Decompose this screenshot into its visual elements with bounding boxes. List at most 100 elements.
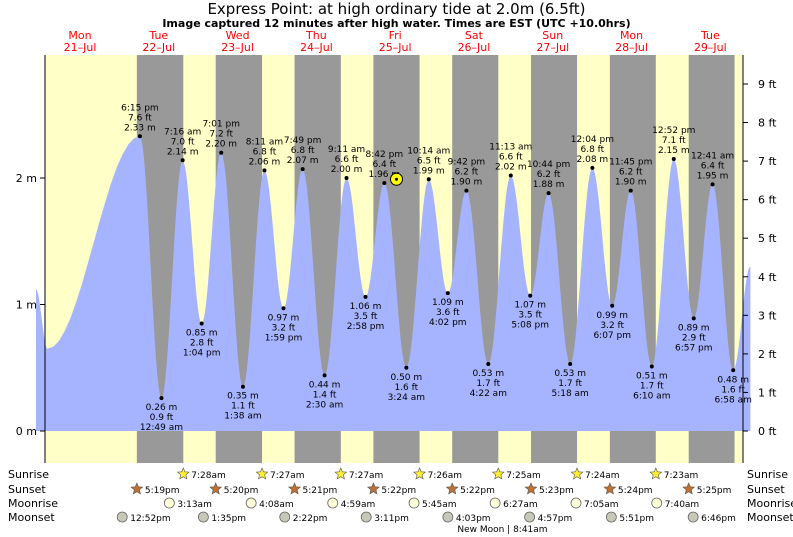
tide-point [219, 150, 224, 155]
sunrise-icon [649, 467, 663, 480]
moonset-time: 12:52pm [130, 514, 170, 524]
tide-label: 7:01 pm [202, 120, 240, 130]
left-tick-label: 1 m [16, 299, 37, 312]
tide-point [528, 293, 533, 298]
sunrise-icon [255, 467, 269, 480]
moonrise-time: 3:13am [177, 500, 212, 510]
sunset-icon [130, 482, 144, 495]
moonrise-row-label-right: Moonrise [747, 497, 793, 510]
tide-label: 1.4 ft [313, 390, 337, 400]
tide-label: 1.7 ft [640, 381, 664, 391]
moonset-time: 3:11pm [374, 514, 409, 524]
moonset-time: 6:46pm [701, 514, 736, 524]
tide-label: 6.8 ft [581, 145, 605, 155]
day-date-label: 26–Jul [458, 41, 491, 54]
tide-label: 0.44 m [309, 380, 341, 390]
day-name-label: Fri [389, 29, 402, 42]
moonrise-time: 7:40am [665, 500, 700, 510]
tide-label: 6.6 ft [335, 155, 359, 165]
day-date-label: 22–Jul [142, 41, 175, 54]
moonset-time: 2:22pm [293, 514, 328, 524]
chart-title: Express Point: at high ordinary tide at … [207, 0, 586, 18]
moonrise-row-label-left: Moonrise [8, 497, 58, 510]
tide-point [508, 173, 513, 178]
tide-label: 1.96 m [368, 170, 400, 180]
tide-label: 6.2 ft [537, 170, 561, 180]
sunrise-time: 7:24am [585, 471, 620, 481]
moonset-moon-icon [442, 511, 454, 523]
tide-label: 0.53 m [554, 369, 586, 379]
tide-point [671, 157, 676, 162]
tide-label: 3.2 ft [272, 323, 296, 333]
tide-point [464, 188, 469, 193]
right-tick-label: 2 ft [758, 348, 777, 361]
tide-label: 2.8 ft [190, 338, 214, 348]
tide-label: 1:59 pm [265, 333, 303, 343]
sunrise-row-label-right: Sunrise [747, 468, 788, 481]
tide-point [731, 368, 736, 373]
tide-label: 11:45 pm [609, 158, 652, 168]
day-name-label: Sun [542, 29, 563, 42]
tide-point [344, 176, 349, 180]
sunrise-icon [570, 467, 584, 480]
sunset-icon [603, 482, 617, 495]
tide-point [590, 165, 595, 170]
left-tick-label: 2 m [16, 172, 37, 185]
tide-label: 0.26 m [146, 403, 178, 413]
tide-label: 1.90 m [451, 178, 483, 188]
day-date-label: 29–Jul [694, 41, 727, 54]
moonrise-moon-icon [245, 497, 257, 509]
day-name-label: Wed [226, 29, 250, 42]
tide-label: 6.2 ft [455, 168, 479, 178]
sunset-time: 5:22pm [381, 486, 416, 496]
moonrise-time: 6:27am [503, 500, 538, 510]
sunset-icon [682, 482, 696, 495]
moonset-moon-icon [197, 511, 209, 523]
tide-label: 7.0 ft [171, 137, 195, 147]
tide-label: 12:04 pm [571, 135, 614, 145]
sunset-time: 5:23pm [539, 486, 574, 496]
tide-label: 10:14 am [407, 146, 450, 156]
tide-label: 12:52 pm [652, 126, 695, 136]
moonset-time: 5:51pm [619, 514, 654, 524]
day-date-label: 27–Jul [536, 41, 569, 54]
tide-label: 2.00 m [331, 165, 363, 175]
tide-point [240, 384, 245, 389]
day-date-label: 21–Jul [64, 41, 97, 54]
tide-label: 5:18 am [551, 389, 588, 399]
moonrise-moon-icon [327, 497, 339, 509]
tide-label: 0.89 m [678, 323, 710, 333]
tide-label: 0.97 m [268, 313, 300, 323]
tide-label: 2.07 m [287, 156, 319, 166]
tide-point [363, 294, 368, 299]
tide-label: 1.99 m [413, 166, 445, 176]
sunrise-time: 7:28am [191, 471, 226, 481]
tide-point [710, 182, 715, 187]
right-tick-label: 5 ft [758, 232, 777, 245]
tide-label: 4:22 am [470, 389, 507, 399]
moonrise-time: 5:45am [422, 500, 457, 510]
moonrise-moon-icon [489, 497, 501, 509]
moonrise-moon-icon [408, 497, 420, 509]
now-marker-dot [394, 177, 398, 181]
tide-point [628, 188, 633, 193]
tide-point [199, 321, 204, 326]
tide-label: 7.6 ft [128, 113, 152, 123]
moonset-time: 4:57pm [538, 514, 573, 524]
moonset-row-label-left: Moonset [8, 511, 55, 524]
tide-label: 9:11 am [328, 145, 365, 155]
moonset-moon-icon [687, 511, 699, 523]
tide-label: 2.33 m [124, 123, 156, 133]
tide-label: 0.99 m [596, 311, 628, 321]
tide-label: 1:38 am [224, 412, 261, 422]
tide-label: 0.51 m [636, 371, 668, 381]
tide-label: 2.9 ft [682, 333, 706, 343]
right-tick-label: 8 ft [758, 117, 777, 130]
tide-label: 6.4 ft [372, 160, 396, 170]
tide-label: 0.48 m [717, 375, 749, 385]
tide-point [180, 158, 185, 163]
tide-label: 2.15 m [658, 146, 690, 156]
sunrise-time: 7:27am [270, 471, 305, 481]
tide-label: 6.4 ft [701, 161, 725, 171]
tide-point [281, 306, 286, 311]
